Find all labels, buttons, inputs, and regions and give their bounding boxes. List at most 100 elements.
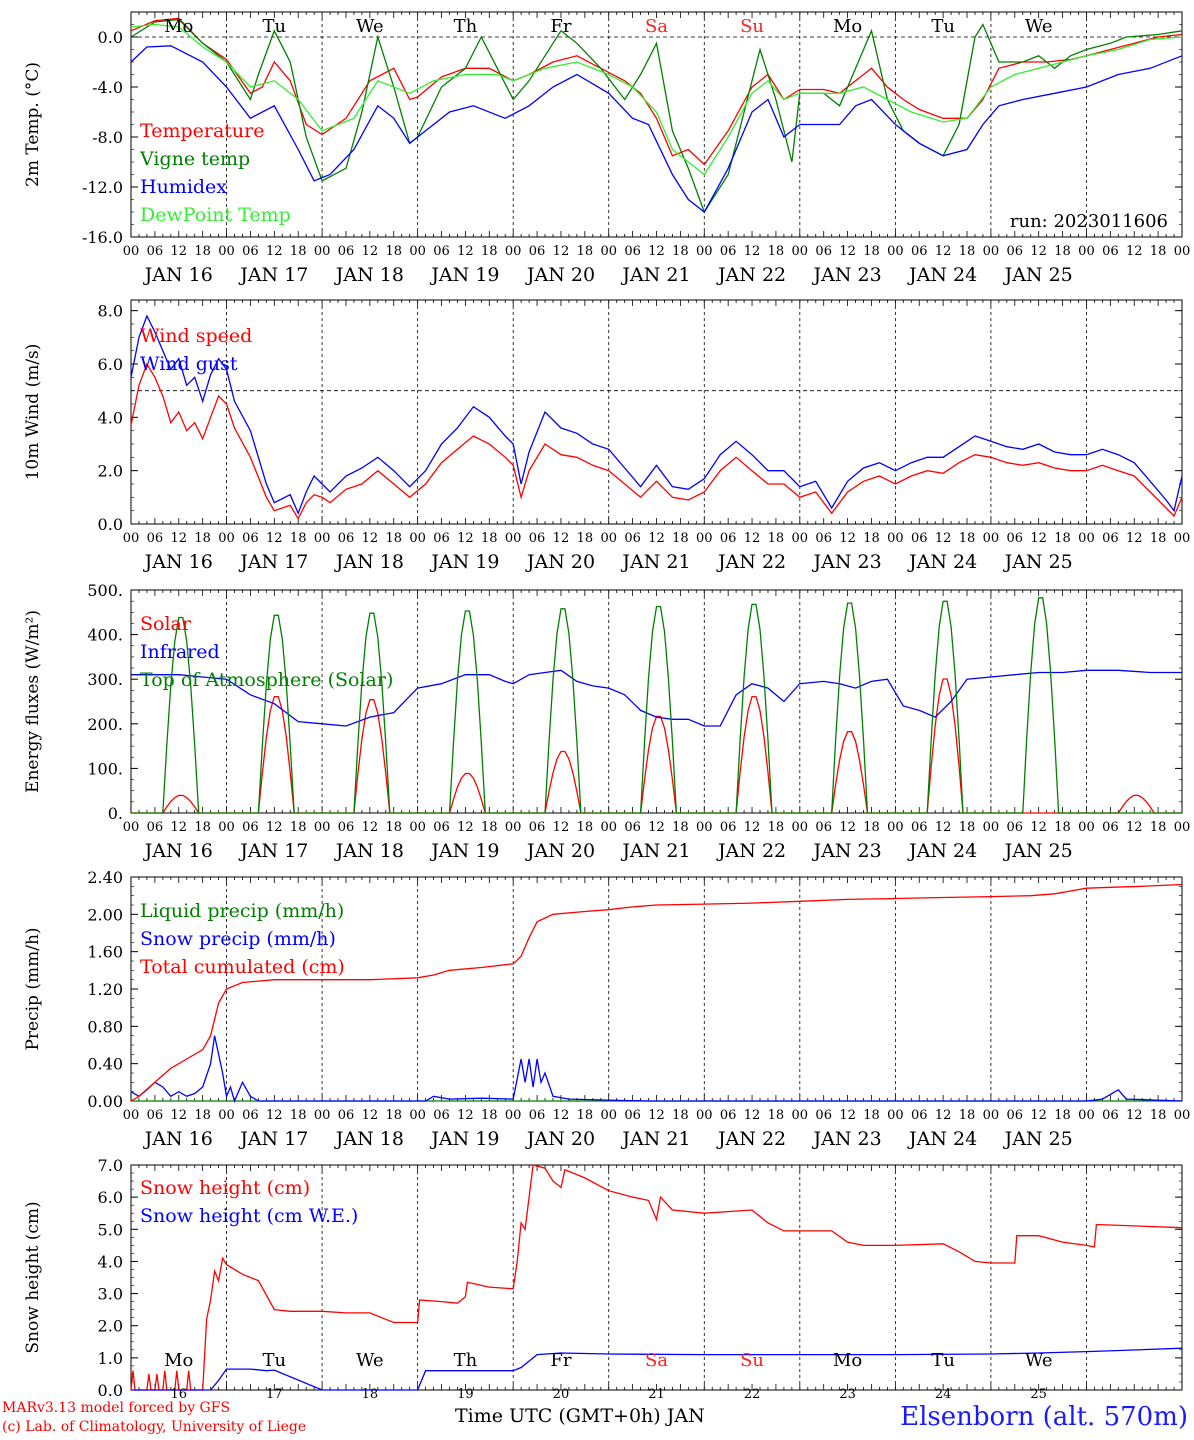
hour-tick-label: 06 [242,1108,259,1123]
weekday-label: We [356,1350,384,1371]
hour-tick-label: 00 [218,820,235,835]
hour-tick-label: 12 [170,820,187,835]
date-label: JAN 18 [334,551,404,573]
hour-tick-label: 12 [362,1108,379,1123]
y-tick-label: 2.0 [98,1317,123,1336]
hour-tick-label: 00 [314,820,331,835]
hour-tick-label: 00 [887,244,904,259]
hour-tick-label: 00 [600,244,617,259]
hour-tick-label: 12 [935,531,952,546]
weekday-label: Su [740,1350,764,1371]
hour-tick-label: 18 [1054,1108,1071,1123]
legend-entry: Infrared [140,641,220,663]
y-tick-label: 2.0 [98,462,123,481]
hour-tick-label: 06 [529,820,546,835]
hour-tick-label: 18 [290,820,307,835]
hour-tick-label: 06 [624,244,641,259]
day-number-label: 18 [362,1387,379,1400]
weekday-label: Th [454,1350,478,1371]
y-tick-label: 4.0 [98,1252,123,1271]
day-number-label: 19 [457,1387,474,1400]
hour-tick-label: 18 [577,244,594,259]
hour-tick-label: 06 [433,244,450,259]
hour-tick-label: 12 [1126,531,1143,546]
weekday-label: We [1025,16,1053,37]
date-label: JAN 17 [238,551,308,573]
hour-tick-label: 00 [792,820,809,835]
hour-tick-label: 00 [983,1108,1000,1123]
hour-tick-label: 06 [624,1108,641,1123]
weekday-label: Mo [164,1350,193,1371]
weekday-label: Tu [263,1350,287,1371]
legend-entry: Total cumulated (cm) [140,956,345,978]
hour-tick-label: 12 [457,1108,474,1123]
hour-tick-label: 06 [911,1108,928,1123]
hour-tick-label: 12 [457,820,474,835]
y-tick-label: 0.0 [98,28,123,47]
hour-tick-label: 18 [194,244,211,259]
legend-entry: Top of Atmosphere (Solar) [140,669,393,691]
legend-entry: Snow height (cm W.E.) [140,1205,358,1227]
weekday-label: We [356,16,384,37]
hour-tick-label: 18 [672,1108,689,1123]
date-label: JAN 17 [238,1128,308,1150]
hour-tick-label: 12 [648,244,665,259]
day-number-label: 24 [935,1387,952,1400]
series-line-wind-gust [130,314,1183,516]
hour-tick-label: 18 [768,820,785,835]
day-number-label: 22 [744,1387,761,1400]
hour-tick-label: 12 [839,820,856,835]
date-label: JAN 22 [716,551,786,573]
y-axis-label: 2m Temp. (°C) [23,62,43,187]
hour-tick-label: 00 [218,244,235,259]
hour-tick-label: 18 [194,820,211,835]
hour-tick-label: 06 [147,244,164,259]
hour-tick-label: 00 [314,531,331,546]
weekday-label: Mo [164,16,193,37]
day-number-label: 25 [1030,1387,1047,1400]
date-label: JAN 24 [907,551,977,573]
hour-tick-label: 00 [218,531,235,546]
hour-tick-label: 12 [935,1108,952,1123]
weekday-label: Tu [931,16,955,37]
legend-entry: DewPoint Temp [140,204,291,226]
weekday-label: We [1025,1350,1053,1371]
date-label: JAN 17 [238,264,308,286]
hour-tick-label: 18 [577,820,594,835]
hour-tick-label: 18 [1054,531,1071,546]
weekday-label: Tu [263,16,287,37]
lab-credit: (c) Lab. of Climatology, University of L… [2,1419,307,1435]
y-tick-label: 2.00 [87,905,123,924]
date-label: JAN 18 [334,264,404,286]
hour-tick-label: 00 [314,244,331,259]
hour-tick-label: 12 [1030,531,1047,546]
hour-tick-label: 18 [672,820,689,835]
hour-tick-label: 06 [1102,244,1119,259]
date-label: JAN 18 [334,840,404,862]
hour-tick-label: 00 [792,244,809,259]
hour-tick-label: 00 [1078,1108,1095,1123]
time-axis-caption: Time UTC (GMT+0h) JAN [455,1405,705,1427]
hour-tick-label: 00 [696,1108,713,1123]
hour-tick-label: 00 [505,531,522,546]
hour-tick-label: 00 [314,1108,331,1123]
hour-tick-label: 18 [768,531,785,546]
y-axis-label: Snow height (cm) [23,1201,43,1353]
hour-tick-label: 18 [481,244,498,259]
hour-tick-label: 06 [529,244,546,259]
hour-tick-label: 00 [1174,531,1191,546]
hour-tick-label: 00 [123,531,140,546]
hour-tick-label: 12 [648,531,665,546]
hour-tick-label: 18 [194,531,211,546]
y-tick-label: 7.0 [98,1156,123,1175]
hour-tick-label: 12 [553,531,570,546]
legend-entry: Snow height (cm) [140,1177,310,1199]
y-tick-label: 0.0 [98,1381,123,1400]
hour-tick-label: 18 [385,244,402,259]
hour-tick-label: 06 [815,1108,832,1123]
hour-tick-label: 00 [1174,244,1191,259]
series-line-vigne-temp [130,18,1183,214]
date-label: JAN 18 [334,1128,404,1150]
legend-entry: Wind speed [140,325,252,347]
